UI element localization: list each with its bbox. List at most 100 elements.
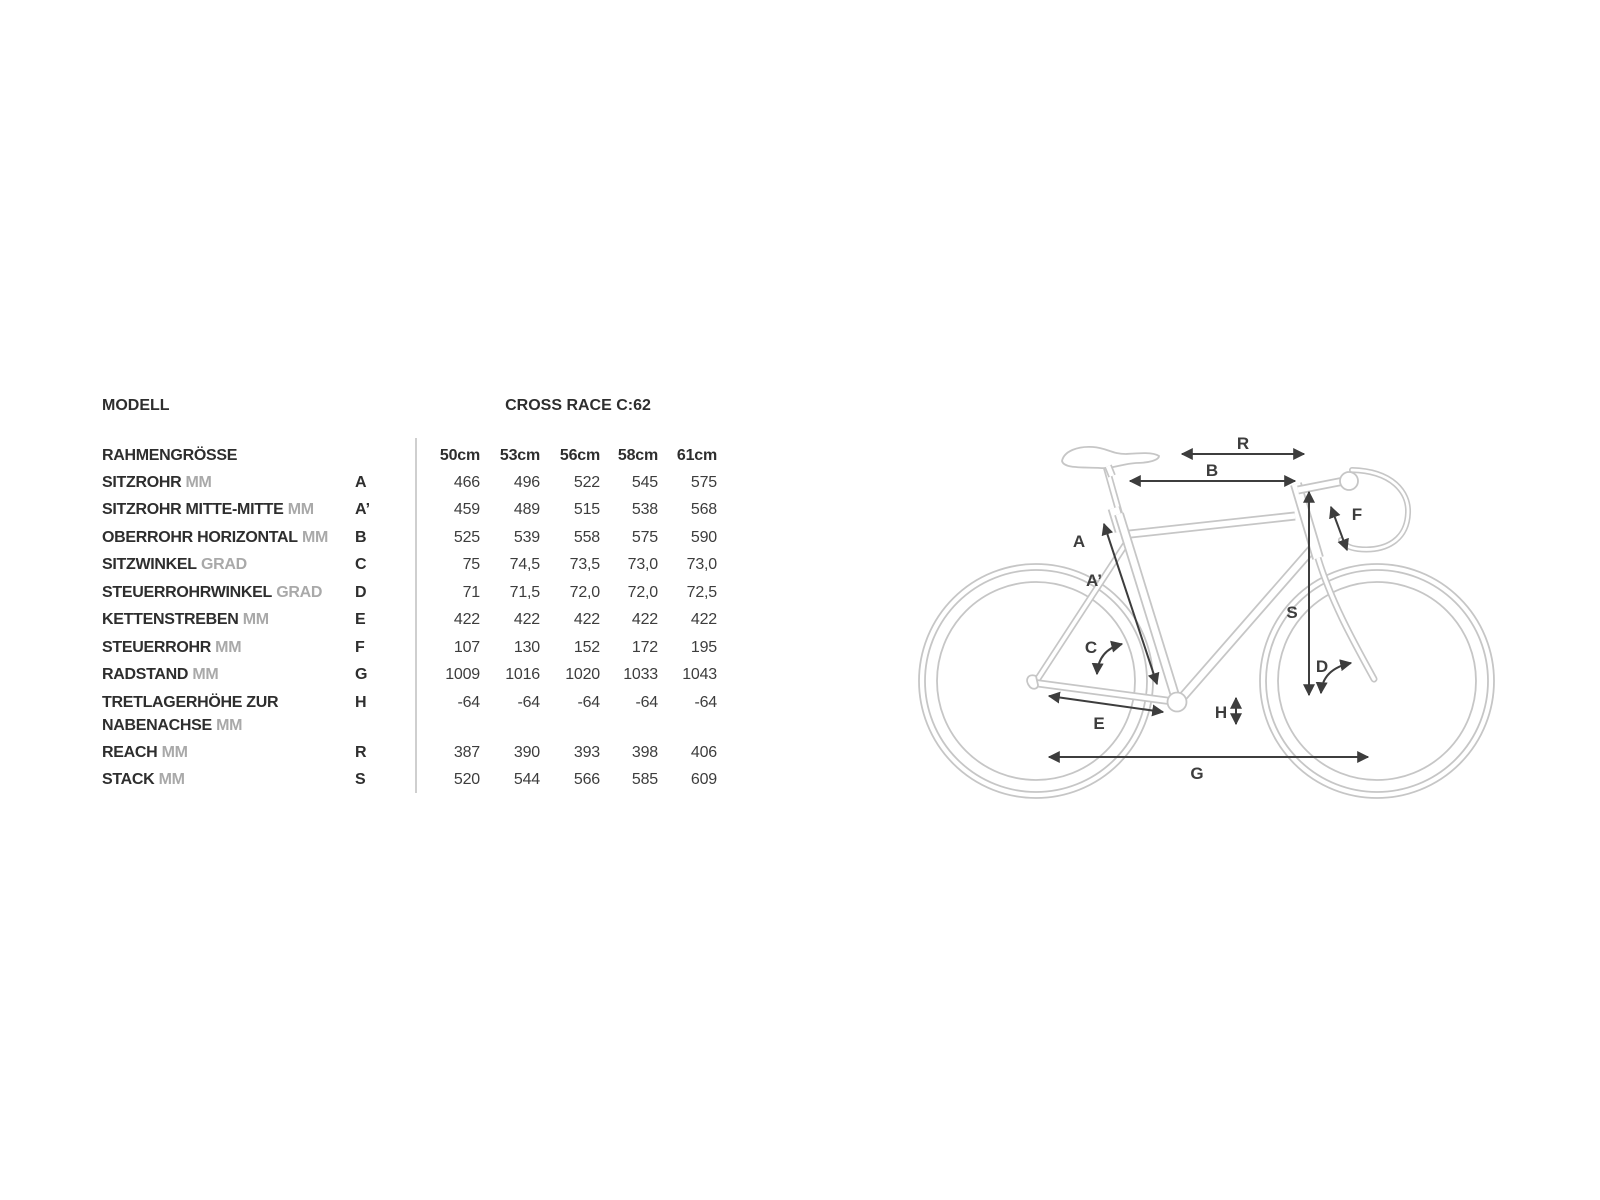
- spec-value: 71,5: [509, 583, 541, 601]
- spec-letter: S: [355, 771, 366, 788]
- table-row: SITZROHR MITTE-MITTE MM A’ 459 489 515 5…: [102, 496, 742, 523]
- spec-value: 73,5: [569, 556, 601, 573]
- spec-name: KETTENSTREBEN: [102, 611, 239, 628]
- spec-value: 575: [631, 528, 658, 546]
- dim-label-stack: S: [1286, 603, 1297, 622]
- spec-unit: MM: [242, 611, 269, 628]
- table-row: STEUERROHRWINKEL GRAD D 71 71,5 72,0 72,…: [102, 579, 742, 606]
- spec-name: SITZROHR MITTE-MITTE: [102, 501, 284, 518]
- spec-name: REACH: [102, 743, 158, 761]
- seat-tube-arrow: [1101, 522, 1160, 686]
- spec-value: 422: [631, 611, 658, 628]
- spec-unit: GRAD: [200, 556, 247, 573]
- spec-value: 459: [453, 501, 480, 518]
- spec-value: 1020: [565, 666, 600, 683]
- spec-value: 525: [453, 528, 480, 546]
- dim-label-wheelbase: G: [1190, 764, 1203, 783]
- spec-value: 73,0: [627, 556, 659, 573]
- spec-value: 520: [453, 771, 480, 788]
- table-row: RADSTAND MM G 1009 1016 1020 1033 1043: [102, 661, 742, 688]
- table-row: OBERROHR HORIZONTAL MM B 525 539 558 575…: [102, 524, 742, 551]
- spec-unit: MM: [161, 743, 188, 761]
- head-tube-arrow: [1329, 505, 1349, 552]
- spec-value: 466: [453, 473, 480, 491]
- spec-letter: G: [355, 666, 368, 683]
- spec-value: -64: [577, 693, 600, 711]
- spec-name: STEUERROHR: [102, 638, 212, 656]
- spec-value: 75: [462, 556, 481, 573]
- bike-geometry-diagram: R B A A’ C D E F G H S: [918, 434, 1495, 799]
- table-row: SITZROHR MM A 466 496 522 545 575: [102, 469, 742, 496]
- dim-label-top-tube: B: [1206, 461, 1218, 480]
- spec-letter: H: [355, 693, 367, 711]
- spec-letter: E: [355, 611, 366, 628]
- modell-label: MODELL: [102, 397, 170, 414]
- spec-value: 522: [573, 473, 600, 491]
- spec-value: 393: [573, 743, 600, 761]
- spec-value: 545: [631, 473, 658, 491]
- table-header-row: RAHMENGRÖSSE 50cm 53cm 56cm 58cm 61cm: [102, 442, 742, 469]
- spec-value: 422: [690, 611, 717, 628]
- dimension-labels: R B A A’ C D E F G H S: [1073, 434, 1362, 783]
- spec-value: 398: [631, 743, 658, 761]
- spec-unit: MM: [185, 473, 212, 491]
- bike-frame: [1026, 446, 1412, 713]
- spec-value: 1043: [682, 666, 717, 683]
- spec-letter: C: [355, 556, 367, 573]
- spec-unit: GRAD: [276, 583, 323, 601]
- spec-value: 172: [631, 638, 658, 656]
- spec-value: 538: [631, 501, 658, 518]
- table-title-row: MODELL CROSS RACE C:62: [102, 392, 742, 419]
- front-wheel: [1259, 563, 1495, 799]
- spec-value: 539: [513, 528, 540, 546]
- spec-value: 195: [690, 638, 717, 656]
- spec-letter: F: [355, 638, 365, 656]
- spec-value: 1016: [505, 666, 540, 683]
- spec-value: 1033: [623, 666, 658, 683]
- dimension-arrows: [1047, 448, 1370, 763]
- chainstay-arrow: [1047, 691, 1165, 717]
- spec-value: -64: [457, 693, 480, 711]
- table-row: TRETLAGERHÖHE ZUR NABENACHSE MM H -64 -6…: [102, 691, 742, 737]
- spec-value: 566: [573, 771, 600, 788]
- spec-value: 1009: [445, 666, 480, 683]
- spec-letter: R: [355, 743, 367, 761]
- spec-name: SITZROHR: [102, 473, 182, 491]
- spec-value: 515: [573, 501, 600, 518]
- table-row: STACK MM S 520 544 566 585 609: [102, 766, 742, 793]
- spec-value: 489: [513, 501, 540, 518]
- dim-label-bb-drop: H: [1215, 703, 1227, 722]
- spec-value: 558: [573, 528, 600, 546]
- table-row: STEUERROHR MM F 107 130 152 172 195: [102, 634, 742, 661]
- head-angle-arc: [1315, 659, 1353, 695]
- spec-value: 152: [573, 638, 600, 656]
- dim-label-head-angle: D: [1316, 657, 1328, 676]
- spec-value: 422: [453, 611, 480, 628]
- spec-value: 422: [573, 611, 600, 628]
- table-row: SITZWINKEL GRAD C 75 74,5 73,5 73,0 73,0: [102, 551, 742, 578]
- spec-name: SITZWINKEL: [102, 556, 197, 573]
- spec-value: -64: [517, 693, 540, 711]
- spec-name: OBERROHR HORIZONTAL: [102, 528, 298, 546]
- spec-unit: MM: [158, 771, 185, 788]
- spec-name: RADSTAND: [102, 666, 189, 683]
- handlebar-clamp: [1339, 471, 1359, 491]
- spec-value: -64: [694, 693, 717, 711]
- rear-dropout: [1026, 674, 1039, 690]
- table-row: KETTENSTREBEN MM E 422 422 422 422 422: [102, 606, 742, 633]
- spec-unit: MM: [301, 528, 328, 546]
- bottom-bracket: [1166, 691, 1188, 713]
- spec-value: 107: [453, 638, 480, 656]
- spec-value: 422: [513, 611, 540, 628]
- table-divider: [415, 438, 417, 793]
- spec-name: STACK: [102, 771, 155, 788]
- spec-value: 130: [513, 638, 540, 656]
- spec-value: -64: [635, 693, 658, 711]
- spec-value: 575: [690, 473, 717, 491]
- spec-letter: A’: [355, 501, 371, 518]
- spec-value: 568: [690, 501, 717, 518]
- dim-label-seat-tube: A: [1073, 532, 1085, 551]
- spec-value: 72,5: [686, 583, 718, 601]
- spec-name: TRETLAGERHÖHE ZUR NABENACHSE: [102, 693, 279, 734]
